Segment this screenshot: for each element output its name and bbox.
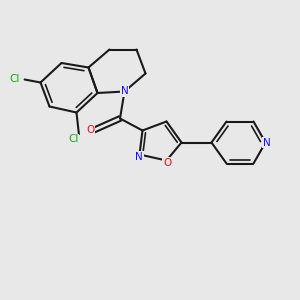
Text: O: O [163, 158, 171, 168]
Text: N: N [135, 152, 143, 162]
Text: N: N [121, 86, 128, 97]
Text: N: N [263, 137, 271, 148]
Text: Cl: Cl [10, 74, 20, 85]
Text: O: O [86, 125, 95, 135]
Text: Cl: Cl [68, 134, 79, 145]
